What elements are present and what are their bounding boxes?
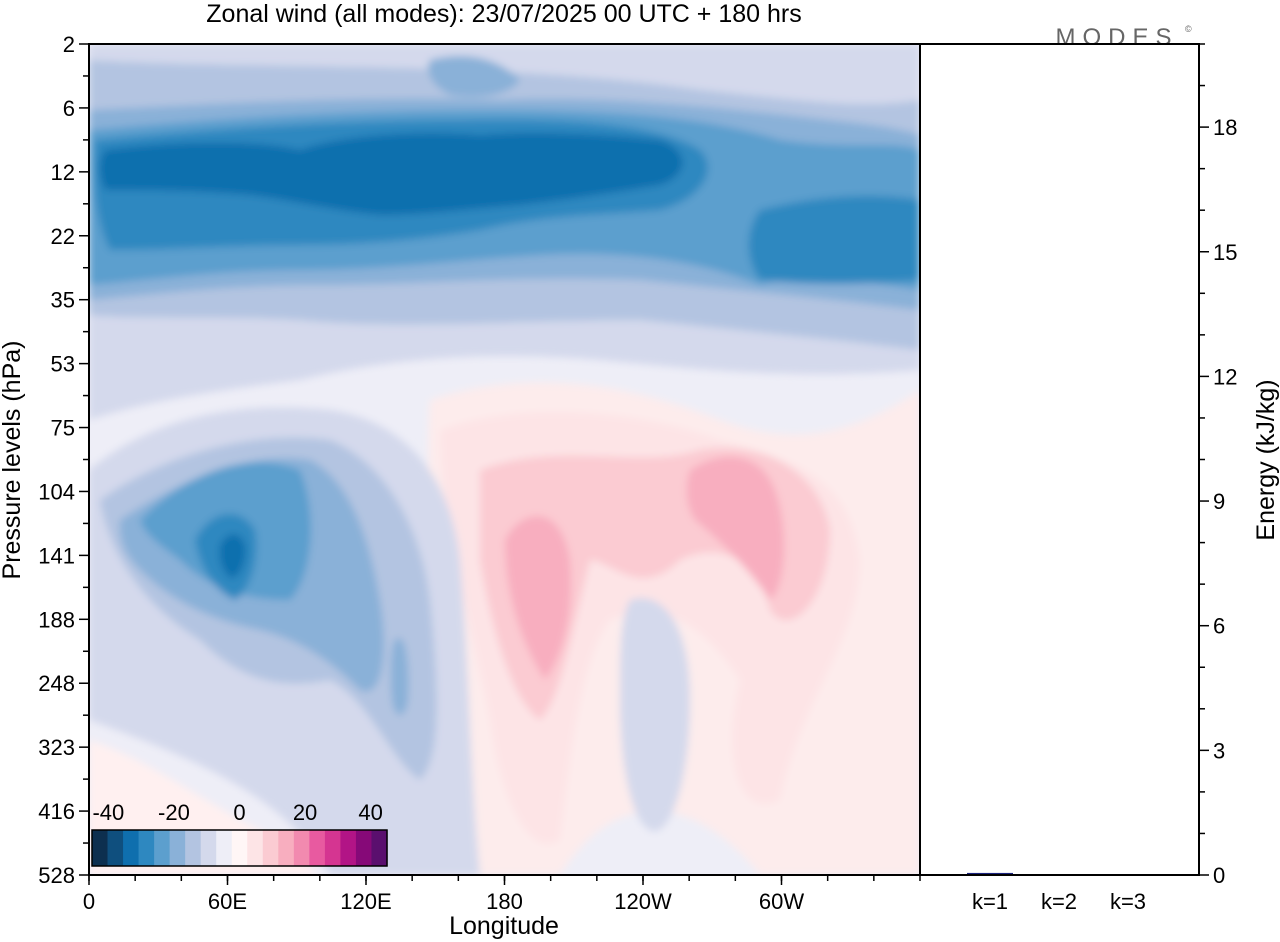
x-axis-label: Longitude bbox=[449, 912, 559, 940]
colorbar-swatch bbox=[200, 830, 217, 866]
energy-panel: 0 3 6 9 12 15 18 k=1 k=2 k=3 Energy (kJ/kg) bbox=[919, 43, 1280, 914]
colorbar-labels: -40 -20 0 20 40 bbox=[92, 800, 382, 825]
energy-tick-label: 18 bbox=[1213, 115, 1237, 140]
contour-map: 0 60E 120E 180 120W 60W 2 6 12 22 35 53 75 104 141 188… bbox=[0, 32, 921, 940]
colorbar-swatch bbox=[123, 830, 140, 866]
colorbar-swatch bbox=[355, 830, 373, 866]
y-tick-label: 12 bbox=[51, 160, 75, 185]
y-tick-label: 53 bbox=[51, 352, 75, 377]
y-tick-label: 528 bbox=[38, 863, 75, 888]
upper-jet-core bbox=[99, 132, 683, 215]
small-easterly-lobe bbox=[390, 638, 409, 715]
energy-category-label: k=2 bbox=[1041, 889, 1077, 914]
colorbar-swatch bbox=[169, 830, 186, 866]
colorbar-swatch bbox=[371, 830, 388, 866]
energy-tick-label: 3 bbox=[1213, 738, 1225, 763]
upper-band-top-light bbox=[428, 56, 520, 97]
colorbar-swatch bbox=[216, 830, 233, 866]
y-tick-label: 35 bbox=[51, 288, 75, 313]
y-tick-label: 323 bbox=[38, 735, 75, 760]
dateline-easterly bbox=[620, 598, 690, 832]
y-tick-label: 188 bbox=[38, 607, 75, 632]
chart-title: Zonal wind (all modes): 23/07/2025 00 UT… bbox=[206, 0, 801, 28]
y-tick-label: 248 bbox=[38, 671, 75, 696]
energy-tick-label: 9 bbox=[1213, 489, 1225, 514]
westerly-max-west bbox=[505, 516, 571, 680]
energy-panel-background bbox=[920, 44, 1199, 875]
energy-tick-label: 12 bbox=[1213, 364, 1237, 389]
contour-fill bbox=[89, 44, 920, 875]
x-tick-label: 60W bbox=[759, 889, 804, 914]
colorbar-cells bbox=[92, 830, 388, 866]
colorbar-swatch bbox=[340, 830, 357, 866]
colorbar-swatch bbox=[92, 830, 109, 866]
y-tick-label: 2 bbox=[63, 32, 75, 57]
colorbar-swatch bbox=[185, 830, 202, 866]
colorbar-swatch bbox=[231, 830, 248, 866]
colorbar-frame bbox=[91, 829, 388, 867]
x-tick-label: 120E bbox=[340, 889, 391, 914]
energy-y-axis-label: Energy (kJ/kg) bbox=[1252, 379, 1280, 540]
colorbar-swatch bbox=[107, 830, 124, 866]
colorbar-swatch bbox=[154, 830, 171, 866]
colorbar-swatch bbox=[138, 830, 155, 866]
x-axis: 0 60E 120E 180 120W 60W bbox=[83, 875, 921, 914]
colorbar: -40 -20 0 20 40 bbox=[91, 800, 388, 867]
x-tick-label: 120W bbox=[614, 889, 672, 914]
energy-bar bbox=[967, 872, 1013, 875]
x-tick-label: 60E bbox=[208, 889, 247, 914]
upper-band-east-2e88c0 bbox=[748, 195, 920, 284]
colorbar-tick-label: -40 bbox=[92, 800, 124, 825]
x-tick-label: 0 bbox=[83, 889, 95, 914]
y-axis: 2 6 12 22 35 53 75 104 141 188 248 323 416 528 bbox=[38, 32, 89, 888]
x-tick-label: 180 bbox=[486, 889, 523, 914]
colorbar-swatch bbox=[278, 830, 295, 866]
energy-category-label: k=1 bbox=[972, 889, 1008, 914]
colorbar-tick-label: -20 bbox=[158, 800, 190, 825]
y-tick-label: 75 bbox=[51, 416, 75, 441]
colorbar-tick-label: 0 bbox=[233, 800, 245, 825]
mid-easterly-spot bbox=[219, 534, 246, 579]
y-tick-label: 22 bbox=[51, 224, 75, 249]
energy-x-axis: k=1 k=2 k=3 bbox=[972, 889, 1146, 914]
colorbar-swatch bbox=[262, 830, 279, 866]
colorbar-swatch bbox=[324, 830, 342, 866]
colorbar-tick-label: 40 bbox=[358, 800, 382, 825]
energy-tick-label: 15 bbox=[1213, 240, 1237, 265]
colorbar-swatch bbox=[309, 830, 326, 866]
colorbar-tick-label: 20 bbox=[293, 800, 317, 825]
brand-copyright-mark: © bbox=[1185, 24, 1192, 34]
y-tick-label: 104 bbox=[38, 479, 75, 504]
energy-category-label: k=3 bbox=[1110, 889, 1146, 914]
energy-tick-label: 6 bbox=[1213, 614, 1225, 639]
westerly-max-east bbox=[686, 456, 785, 600]
y-axis-label: Pressure levels (hPa) bbox=[0, 341, 26, 580]
colorbar-swatch bbox=[247, 830, 264, 866]
y-tick-label: 6 bbox=[63, 96, 75, 121]
energy-y-axis: 0 3 6 9 12 15 18 bbox=[1199, 43, 1237, 888]
y-tick-label: 141 bbox=[38, 543, 75, 568]
energy-tick-label: 0 bbox=[1213, 863, 1225, 888]
colorbar-swatch bbox=[293, 830, 310, 866]
y-tick-label: 416 bbox=[38, 799, 75, 824]
